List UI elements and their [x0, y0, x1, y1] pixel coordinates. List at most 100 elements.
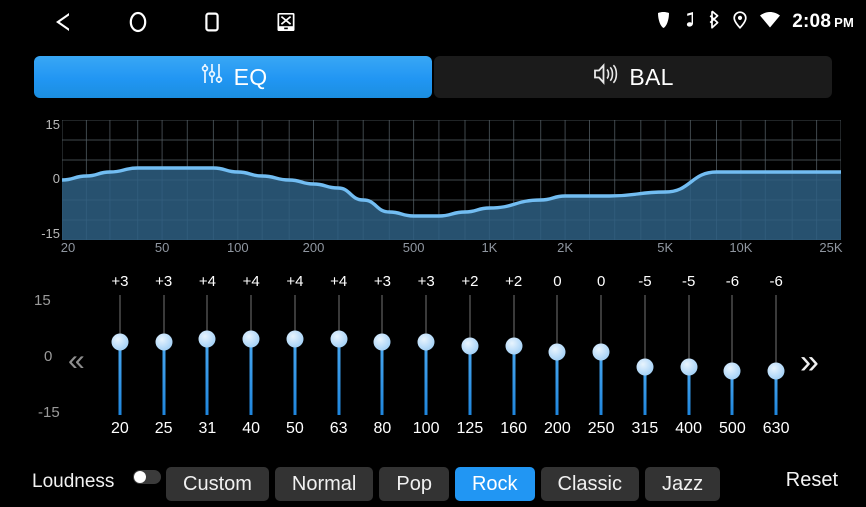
eq-band-slider-100[interactable] [413, 295, 439, 415]
slider-thumb[interactable] [242, 330, 260, 348]
slider-track-upper [643, 295, 646, 368]
tab-eq[interactable]: EQ [34, 56, 432, 98]
slider-thumb[interactable] [723, 362, 741, 380]
eq-frequency-label: 250 [587, 420, 615, 437]
eq-band-slider-63[interactable] [326, 295, 352, 415]
eq-band-slider-400[interactable] [676, 295, 702, 415]
graph-x-tick: 50 [154, 240, 170, 255]
preset-pop-button[interactable]: Pop [379, 467, 449, 501]
slider-track-lower [643, 367, 647, 415]
eq-gain-value: +3 [417, 273, 435, 290]
eq-band-slider-630[interactable] [763, 295, 789, 415]
slider-track-lower [118, 342, 122, 415]
loudness-toggle-knob [134, 471, 146, 483]
eq-gain-value: -5 [681, 273, 696, 290]
eq-frequency-label: 31 [198, 420, 217, 437]
slider-track-lower [512, 345, 516, 415]
graph-x-axis: 20 50 100 200 500 1K 2K 5K 10K 25K [60, 240, 843, 255]
eq-band-slider-250[interactable] [588, 295, 614, 415]
slider-thumb[interactable] [505, 337, 523, 355]
chevron-double-left-icon[interactable]: « [68, 344, 85, 377]
eq-band-slider-50[interactable] [282, 295, 308, 415]
recents-square-icon[interactable] [200, 10, 224, 34]
slider-thumb[interactable] [767, 362, 785, 380]
bottom-bar: Loudness Custom Normal Pop Rock Classic Jazz … [0, 458, 866, 507]
slider-thumb[interactable] [592, 343, 610, 361]
preset-classic-button[interactable]: Classic [540, 467, 639, 501]
preset-normal-button[interactable]: Normal [274, 467, 374, 501]
slider-thumb[interactable] [373, 333, 391, 351]
home-circle-icon[interactable] [126, 10, 150, 34]
reset-button[interactable]: Reset [785, 469, 838, 491]
eq-band-slider-31[interactable] [194, 295, 220, 415]
location-pin-icon [732, 10, 748, 34]
eq-frequency-label: 315 [631, 420, 659, 437]
graph-x-tick: 200 [302, 240, 325, 255]
graph-x-tick: 25K [819, 240, 843, 255]
loudness-toggle[interactable] [133, 470, 161, 484]
slider-thumb[interactable] [111, 333, 129, 351]
eq-gain-value: +4 [330, 273, 348, 290]
slider-track-upper [206, 295, 209, 340]
eq-gain-value: -5 [638, 273, 652, 290]
preset-jazz-button[interactable]: Jazz [644, 467, 721, 501]
eq-frequency-label: 200 [544, 420, 571, 437]
chevron-double-right-icon[interactable]: » [800, 343, 819, 381]
preset-group: Custom Normal Pop Rock Classic Jazz [166, 467, 721, 501]
slider-track-lower [249, 339, 253, 415]
slider-track-lower [599, 351, 603, 415]
slider-thumb[interactable] [461, 337, 479, 355]
eq-frequency-label: 160 [500, 420, 527, 437]
eq-band-slider-20[interactable] [107, 295, 133, 415]
speaker-waves-icon [592, 61, 620, 93]
slider-thumb[interactable] [330, 330, 348, 348]
eq-response-graph: 15 0 -15 20 50 100 200 500 1K 2K 5K 10K 25K [26, 110, 843, 255]
graph-curve [62, 120, 841, 240]
eq-band-slider-25[interactable] [151, 295, 177, 415]
slider-track-lower [730, 370, 734, 415]
music-note-icon [682, 11, 696, 34]
graph-x-tick: 10K [729, 240, 753, 255]
slider-thumb[interactable] [548, 343, 566, 361]
eq-gain-value: -6 [769, 273, 783, 290]
slider-thumb[interactable] [680, 358, 698, 376]
navigation-bar [52, 0, 298, 44]
eq-band-slider-160[interactable] [501, 295, 527, 415]
eq-gain-value: 0 [553, 273, 562, 290]
slider-thumb[interactable] [286, 330, 304, 348]
eq-gain-value: +3 [155, 273, 173, 290]
eq-gain-value: +3 [373, 273, 391, 290]
screenshot-icon[interactable] [274, 10, 298, 34]
eq-frequency-label: 25 [154, 420, 173, 437]
back-triangle-icon[interactable] [52, 10, 76, 34]
eq-band-slider-500[interactable] [719, 295, 745, 415]
eq-band-slider-80[interactable] [369, 295, 395, 415]
tab-bar: EQ BAL [34, 56, 832, 98]
slider-track-lower [337, 339, 341, 415]
eq-band-slider-125[interactable] [457, 295, 483, 415]
eq-gain-value: +4 [242, 273, 260, 290]
eq-frequency-label: 100 [412, 420, 440, 437]
preset-rock-button[interactable]: Rock [454, 467, 535, 501]
eq-gain-value: +4 [286, 273, 304, 290]
eq-frequency-label: 630 [762, 420, 790, 437]
slider-track-lower [162, 342, 166, 415]
eq-band-slider-315[interactable] [632, 295, 658, 415]
slider-track-upper [250, 295, 253, 340]
loudness-label: Loudness [32, 471, 115, 492]
graph-y-label-bottom: -15 [41, 226, 60, 241]
slider-track-upper [731, 295, 734, 371]
graph-x-tick: 5K [657, 240, 674, 255]
eq-band-slider-40[interactable] [238, 295, 264, 415]
graph-x-tick: 20 [60, 240, 76, 255]
status-clock: 2:08 PM [792, 11, 854, 33]
slider-thumb[interactable] [636, 358, 654, 376]
slider-thumb[interactable] [417, 333, 435, 351]
preset-custom-button[interactable]: Custom [166, 467, 269, 501]
tab-bal[interactable]: BAL [434, 56, 832, 98]
clock-time: 2:08 [792, 11, 832, 32]
slider-track-upper [468, 295, 471, 346]
eq-band-slider-200[interactable] [544, 295, 570, 415]
slider-thumb[interactable] [198, 330, 216, 348]
slider-thumb[interactable] [155, 333, 173, 351]
